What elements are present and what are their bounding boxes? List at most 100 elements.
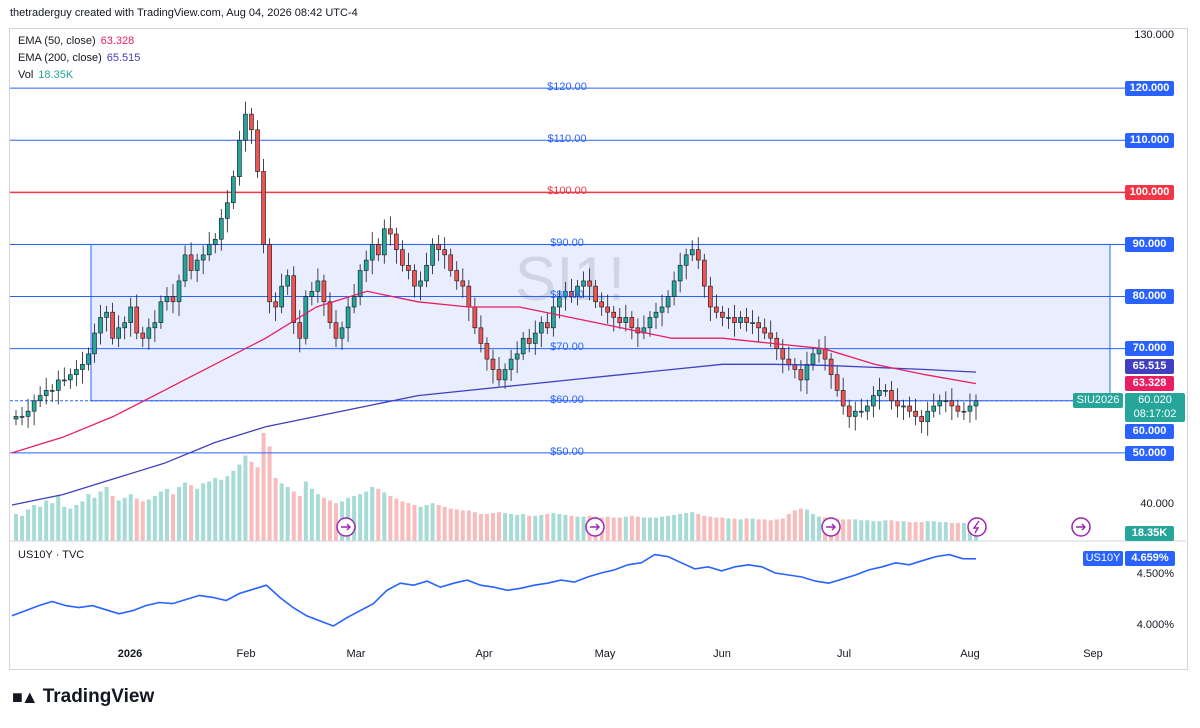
candle-body (212, 238, 218, 245)
volume-bar (406, 503, 411, 541)
level-label-70: $70.00 (550, 341, 584, 353)
candle-body (116, 327, 121, 339)
volume-bar (774, 519, 779, 541)
volume-bar (26, 509, 31, 541)
candle-body (267, 244, 272, 303)
candle-body (671, 280, 677, 297)
time-label-jul: Jul (836, 648, 852, 660)
price-tick-130: 130.000 (1134, 29, 1174, 41)
time-label-apr: Apr (475, 648, 493, 660)
candle-body (74, 369, 79, 376)
volume-bar (98, 491, 103, 541)
level-badge-110: 110.000 (1125, 133, 1174, 148)
bar-countdown: 08:17:02 (1133, 408, 1177, 420)
volume-bar (122, 497, 127, 541)
candle-body (526, 337, 532, 344)
candle-body (466, 285, 472, 308)
volume-bar (291, 491, 296, 541)
candle-body (901, 405, 906, 408)
volume-bar (509, 514, 514, 541)
volume-bar (321, 497, 326, 541)
candle-body (345, 306, 351, 329)
legend-ema200[interactable]: EMA (200, close) 65.515 (18, 52, 140, 64)
candle-body (714, 306, 719, 313)
volume-bar (303, 481, 308, 541)
candle-body (25, 410, 31, 417)
us10y-tick-4000: 4.000% (1136, 619, 1174, 631)
event-marker-icon (967, 517, 987, 537)
volume-bar (201, 483, 206, 541)
lower-pane-title[interactable]: US10Y · TVC (18, 549, 85, 561)
volume-bar (611, 517, 616, 541)
volume-bar (744, 518, 749, 541)
legend-ema50-value: 63.328 (100, 35, 135, 47)
candle-body (442, 249, 447, 256)
candle-body (732, 317, 737, 323)
volume-bar (490, 513, 495, 541)
legend-ema50[interactable]: EMA (50, close) 63.328 (18, 35, 134, 47)
candle-body (243, 113, 248, 141)
volume-bar (418, 506, 423, 541)
candle-body (919, 416, 924, 422)
candle-body (961, 410, 967, 413)
candle-body (943, 400, 949, 403)
legend-vol[interactable]: Vol 18.35K (18, 69, 73, 81)
volume-bar (74, 505, 79, 541)
volume-bar (110, 496, 115, 541)
volume-bar (460, 510, 465, 541)
ema200-badge: 65.515 (1125, 359, 1174, 374)
candle-body (351, 296, 357, 308)
candle-body (913, 410, 918, 417)
candle-body (587, 280, 592, 287)
candle-body (309, 291, 315, 297)
tradingview-logo[interactable]: ■▲ TradingView (12, 686, 154, 708)
volume-bar (756, 519, 761, 541)
candle-body (822, 348, 828, 360)
volume-bar (732, 518, 737, 541)
volume-bar (913, 522, 918, 541)
volume-bar (297, 496, 302, 541)
candle-body (599, 301, 604, 308)
volume-bar (472, 512, 477, 541)
volume-bar (38, 506, 43, 541)
level-label-80: $80.00 (550, 289, 584, 301)
candle-body (973, 400, 979, 407)
volume-bar (629, 515, 634, 541)
volume-bar (134, 498, 139, 541)
candle-body (967, 405, 973, 412)
time-label-jun: Jun (713, 648, 731, 660)
legend-ema50-label: EMA (50, close) (18, 35, 96, 47)
volume-bar (503, 513, 508, 541)
volume-bar (442, 506, 447, 541)
candle-body (146, 327, 152, 339)
candle-body (871, 395, 876, 407)
volume-bar (841, 519, 846, 541)
candle-body (593, 285, 598, 303)
volume-bar (358, 494, 363, 541)
candle-body (810, 353, 816, 365)
horizontal-levels (10, 87, 1126, 454)
volume-bar (943, 522, 948, 541)
volume-bar (654, 517, 658, 541)
level-badge-70: 70.000 (1125, 341, 1174, 356)
volume-bar (581, 516, 586, 541)
volume-bar (412, 505, 417, 541)
volume-bar (557, 514, 562, 541)
candle-body (846, 405, 852, 417)
candle-body (194, 259, 200, 271)
candle-body (273, 301, 278, 308)
candle-body (128, 306, 134, 323)
volume-bar (273, 478, 278, 541)
ema200-line (11, 363, 977, 506)
volume-bar (152, 496, 157, 541)
candle-body (889, 390, 894, 402)
event-marker-glyph (1076, 523, 1086, 531)
volume-bar (146, 499, 151, 541)
candle-body (925, 410, 930, 422)
volume-bar (68, 508, 73, 541)
time-label-sep: Sep (1083, 648, 1103, 660)
level-label-60: $60.00 (550, 394, 584, 406)
volume-bar (448, 508, 453, 541)
volume-bar (213, 478, 218, 541)
